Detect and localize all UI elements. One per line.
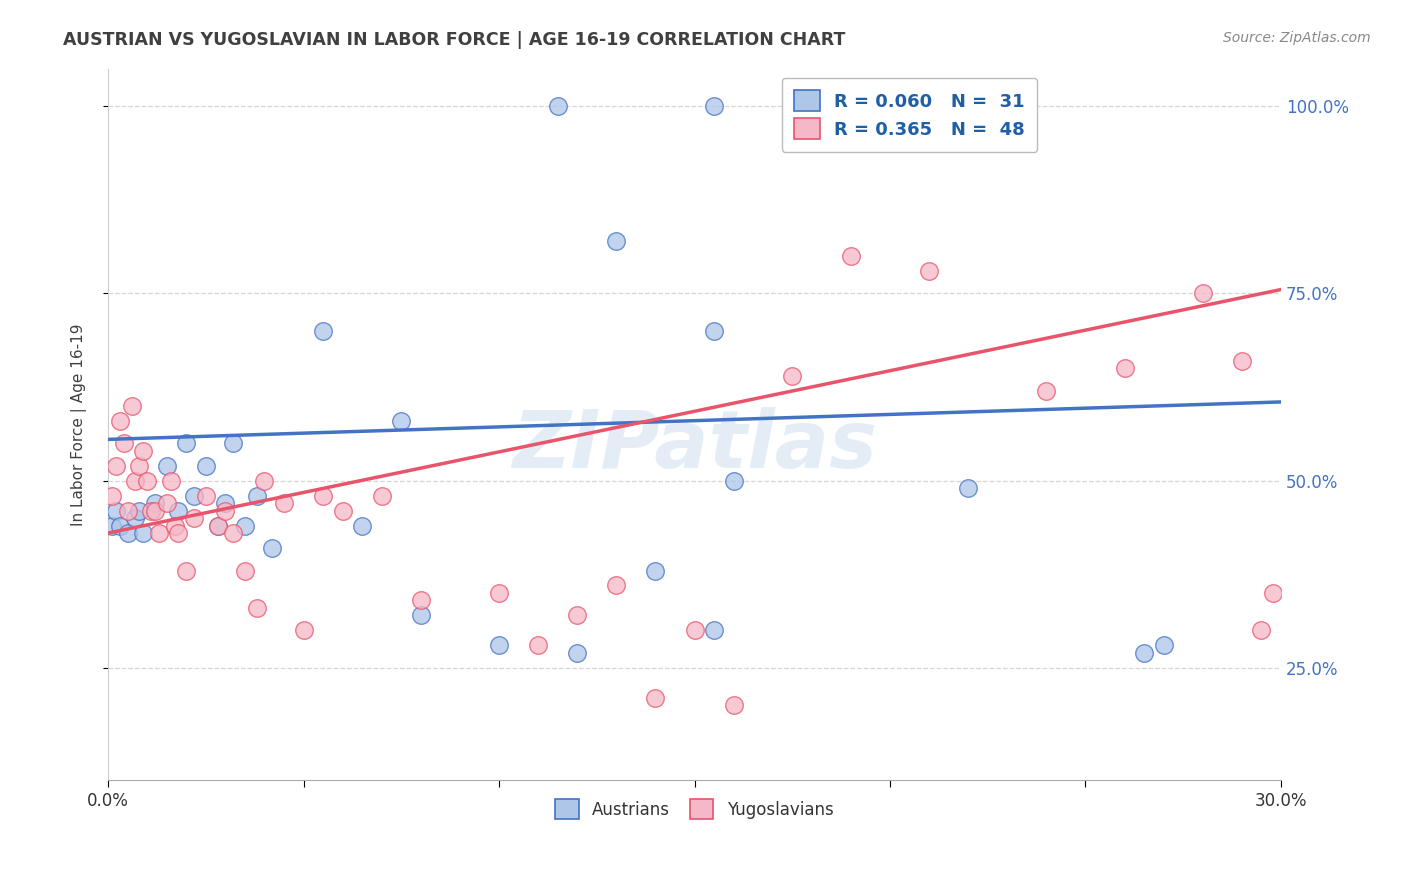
Point [703, 324, 725, 338]
Point [222, 526, 245, 541]
Point [207, 518, 229, 533]
Point [409, 608, 432, 623]
Point [101, 518, 124, 533]
Point [128, 503, 150, 517]
Point [957, 481, 980, 495]
Point [527, 639, 550, 653]
Point [163, 518, 186, 533]
Point [1263, 586, 1285, 600]
Point [167, 503, 190, 517]
Point [644, 690, 666, 705]
Point [1114, 361, 1136, 376]
Point [409, 593, 432, 607]
Point [1250, 624, 1272, 638]
Point [1230, 353, 1253, 368]
Point [488, 586, 510, 600]
Point [605, 234, 627, 248]
Point [547, 99, 569, 113]
Point [104, 503, 127, 517]
Point [644, 564, 666, 578]
Point [605, 578, 627, 592]
Point [214, 503, 236, 517]
Point [292, 624, 315, 638]
Point [117, 526, 139, 541]
Point [352, 518, 374, 533]
Point [683, 624, 706, 638]
Point [389, 414, 412, 428]
Point [214, 496, 236, 510]
Point [132, 526, 155, 541]
Point [312, 489, 335, 503]
Point [124, 511, 146, 525]
Point [174, 564, 197, 578]
Point [273, 496, 295, 510]
Point [1035, 384, 1057, 398]
Point [253, 474, 276, 488]
Point [183, 489, 205, 503]
Legend: Austrians, Yugoslavians: Austrians, Yugoslavians [548, 793, 841, 825]
Point [703, 624, 725, 638]
Point [143, 496, 166, 510]
Point [780, 368, 803, 383]
Point [143, 503, 166, 517]
Point [839, 249, 862, 263]
Point [112, 436, 135, 450]
Point [1153, 639, 1175, 653]
Point [703, 99, 725, 113]
Point [1191, 286, 1213, 301]
Point [136, 474, 159, 488]
Text: ZIPatlas: ZIPatlas [512, 407, 877, 484]
Y-axis label: In Labor Force | Age 16-19: In Labor Force | Age 16-19 [72, 323, 87, 525]
Point [332, 503, 354, 517]
Point [1133, 646, 1156, 660]
Point [108, 518, 131, 533]
Point [222, 436, 245, 450]
Point [488, 639, 510, 653]
Point [207, 518, 229, 533]
Point [918, 264, 941, 278]
Point [167, 526, 190, 541]
Point [117, 503, 139, 517]
Point [567, 608, 589, 623]
Point [124, 474, 146, 488]
Point [174, 436, 197, 450]
Point [108, 414, 131, 428]
Point [233, 564, 256, 578]
Point [148, 526, 170, 541]
Point [183, 511, 205, 525]
Point [246, 601, 269, 615]
Point [233, 518, 256, 533]
Point [156, 496, 179, 510]
Point [194, 458, 217, 473]
Point [246, 489, 269, 503]
Point [723, 474, 745, 488]
Point [121, 399, 143, 413]
Point [371, 489, 394, 503]
Point [194, 489, 217, 503]
Point [262, 541, 284, 555]
Point [128, 458, 150, 473]
Point [312, 324, 335, 338]
Point [156, 458, 179, 473]
Point [159, 474, 181, 488]
Text: Source: ZipAtlas.com: Source: ZipAtlas.com [1223, 31, 1371, 45]
Text: AUSTRIAN VS YUGOSLAVIAN IN LABOR FORCE | AGE 16-19 CORRELATION CHART: AUSTRIAN VS YUGOSLAVIAN IN LABOR FORCE |… [63, 31, 845, 49]
Point [139, 503, 162, 517]
Point [567, 646, 589, 660]
Point [132, 443, 155, 458]
Point [104, 458, 127, 473]
Point [723, 698, 745, 713]
Point [101, 489, 124, 503]
